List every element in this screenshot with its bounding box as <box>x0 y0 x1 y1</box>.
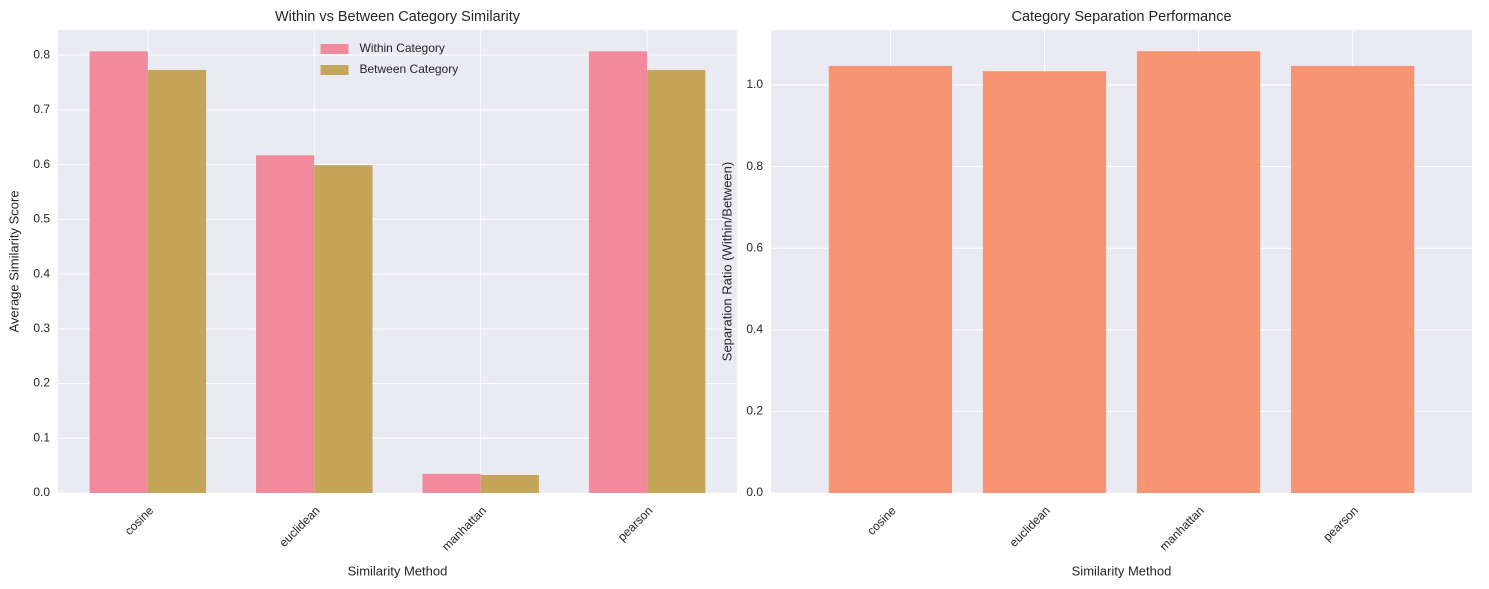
x-tick-label: euclidean <box>276 503 322 549</box>
legend-swatch <box>320 65 349 75</box>
y-axis-label: Average Similarity Score <box>6 190 21 332</box>
legend-label: Between Category <box>360 62 459 76</box>
y-tick-label: 0.2 <box>33 376 50 390</box>
bar <box>828 65 953 493</box>
y-tick-label: 0.1 <box>33 430 50 444</box>
legend-swatch <box>320 44 349 54</box>
y-tick-label: 0.6 <box>746 240 763 254</box>
bar <box>647 69 706 493</box>
y-tick-label: 0.6 <box>33 157 50 171</box>
bar <box>480 474 539 493</box>
x-tick-label: cosine <box>864 503 899 538</box>
y-tick-label: 0.4 <box>33 266 50 280</box>
bar <box>1290 65 1415 493</box>
bar <box>588 51 648 494</box>
bar <box>147 69 207 493</box>
y-tick-label: 0.8 <box>33 47 50 61</box>
y-tick-label: 0.7 <box>33 102 50 116</box>
x-tick-label: pearson <box>615 503 656 544</box>
bar <box>1136 51 1261 493</box>
y-tick-label: 1.0 <box>746 77 763 91</box>
bar <box>89 51 148 494</box>
x-tick-label: manhattan <box>1157 503 1207 553</box>
x-tick-label: cosine <box>122 503 157 538</box>
y-axis-label: Separation Ratio (Within/Between) <box>719 162 734 361</box>
y-tick-label: 0.3 <box>33 321 50 335</box>
x-tick-label: pearson <box>1320 503 1361 544</box>
chart-title: Within vs Between Category Similarity <box>275 9 521 25</box>
bar <box>256 155 315 493</box>
y-tick-label: 0.0 <box>746 485 763 499</box>
x-tick-label: manhattan <box>439 503 489 553</box>
chart-title: Category Separation Performance <box>1011 9 1231 25</box>
y-tick-label: 0.5 <box>33 212 50 226</box>
bar <box>422 473 481 493</box>
y-tick-label: 0.0 <box>33 485 50 499</box>
x-axis-label: Similarity Method <box>1072 563 1172 578</box>
y-tick-label: 0.2 <box>746 404 763 418</box>
x-axis-label: Similarity Method <box>348 563 448 578</box>
x-tick-label: euclidean <box>1007 503 1053 549</box>
bar <box>982 71 1107 494</box>
y-tick-label: 0.4 <box>746 322 763 336</box>
bar <box>314 165 373 494</box>
legend-label: Within Category <box>360 41 445 55</box>
y-tick-label: 0.8 <box>746 159 763 173</box>
